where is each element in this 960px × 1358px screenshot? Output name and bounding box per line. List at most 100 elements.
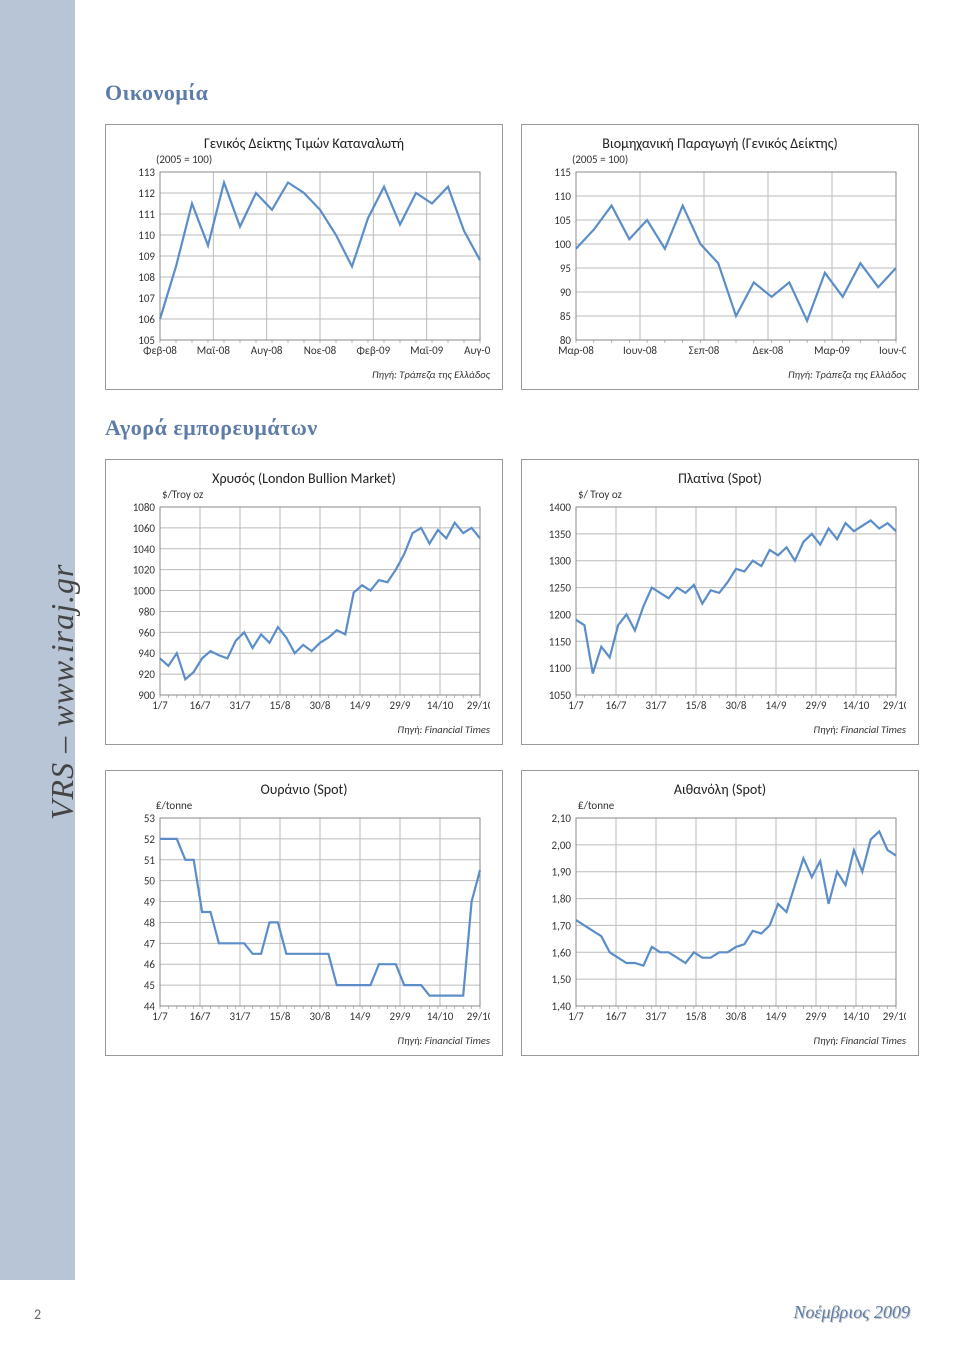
svg-text:30/8: 30/8 [310,699,331,712]
cpi-chart: Γενικός Δείκτης Τιμών Καταναλωτή (2005 =… [105,124,503,390]
svg-text:85: 85 [560,310,571,323]
platinum-unit: $/ Troy oz [578,488,622,501]
svg-text:Μαρ-08: Μαρ-08 [558,344,594,357]
svg-text:Φεβ-08: Φεβ-08 [143,344,177,357]
svg-text:31/7: 31/7 [230,1010,251,1023]
svg-text:1040: 1040 [133,543,156,556]
uranium-source: Πηγή: Financial Times [118,1034,490,1047]
svg-text:Αυγ-08: Αυγ-08 [251,344,283,357]
svg-text:1/7: 1/7 [152,699,168,712]
svg-text:Ιουν-09: Ιουν-09 [879,344,906,357]
svg-text:1300: 1300 [549,555,572,568]
gold-title: Χρυσός (London Bullion Market) [118,470,490,487]
svg-text:1/7: 1/7 [568,699,584,712]
svg-text:15/8: 15/8 [270,699,291,712]
svg-text:90: 90 [560,286,572,299]
svg-text:2,00: 2,00 [552,839,572,852]
svg-text:14/9: 14/9 [350,699,371,712]
svg-text:1,90: 1,90 [552,866,572,879]
svg-text:29/10: 29/10 [467,699,490,712]
platinum-title: Πλατίνα (Spot) [534,470,906,487]
svg-text:14/9: 14/9 [350,1010,371,1023]
section-title-economy: Οικονομία [105,80,915,106]
svg-text:109: 109 [138,250,155,263]
svg-text:112: 112 [138,187,155,200]
svg-text:1200: 1200 [549,608,572,621]
svg-text:105: 105 [554,214,571,227]
svg-text:29/9: 29/9 [806,699,827,712]
svg-text:100: 100 [554,238,571,251]
svg-text:46: 46 [144,958,156,971]
gold-source: Πηγή: Financial Times [118,723,490,736]
svg-text:108: 108 [138,271,155,284]
svg-text:1250: 1250 [549,582,572,595]
svg-text:16/7: 16/7 [606,1010,627,1023]
gold-plot: 900920940960980100010201040106010801/716… [118,489,490,719]
platinum-plot: 105011001150120012501300135014001/716/73… [534,489,906,719]
svg-text:14/10: 14/10 [843,1010,870,1023]
ethanol-unit: ₤/tonne [578,799,614,812]
svg-text:110: 110 [554,190,571,203]
cpi-title: Γενικός Δείκτης Τιμών Καταναλωτή [118,135,490,152]
section-title-commodities: Αγορά εμπορευμάτων [105,415,915,441]
svg-text:14/9: 14/9 [766,1010,787,1023]
svg-text:30/8: 30/8 [726,1010,747,1023]
svg-text:31/7: 31/7 [646,1010,667,1023]
cpi-plot: 105106107108109110111112113Φεβ-08Μαϊ-08Α… [118,154,490,364]
commodities-row-1: Χρυσός (London Bullion Market) $/Troy oz… [105,459,915,745]
svg-text:2,10: 2,10 [552,812,572,825]
svg-text:111: 111 [138,208,155,221]
svg-text:48: 48 [144,916,156,929]
svg-text:113: 113 [138,166,155,179]
svg-text:50: 50 [144,875,156,888]
svg-text:30/8: 30/8 [310,1010,331,1023]
svg-text:Σεπ-08: Σεπ-08 [689,344,720,357]
platinum-source: Πηγή: Financial Times [534,723,906,736]
svg-text:1080: 1080 [133,501,156,514]
svg-text:1350: 1350 [549,528,572,541]
svg-text:16/7: 16/7 [190,1010,211,1023]
svg-text:940: 940 [138,647,155,660]
svg-text:1100: 1100 [549,662,572,675]
svg-text:1,60: 1,60 [552,946,572,959]
svg-text:29/10: 29/10 [883,699,906,712]
industrial-chart: Βιομηχανική Παραγωγή (Γενικός Δείκτης) (… [521,124,919,390]
footer-date: Νοέμβριος 2009 [793,1302,910,1323]
svg-text:15/8: 15/8 [686,699,707,712]
svg-text:Νοε-08: Νοε-08 [304,344,337,357]
svg-text:Μαρ-09: Μαρ-09 [814,344,850,357]
uranium-unit: ₤/tonne [156,799,192,812]
svg-text:31/7: 31/7 [646,699,667,712]
industrial-source: Πηγή: Τράπεζα της Ελλάδος [534,368,906,381]
svg-text:14/10: 14/10 [843,699,870,712]
svg-text:29/9: 29/9 [390,699,411,712]
svg-text:14/10: 14/10 [427,699,454,712]
svg-text:30/8: 30/8 [726,699,747,712]
svg-text:920: 920 [138,668,155,681]
svg-text:29/10: 29/10 [883,1010,906,1023]
svg-text:Ιουν-08: Ιουν-08 [623,344,657,357]
industrial-plot: 80859095100105110115Μαρ-08Ιουν-08Σεπ-08Δ… [534,154,906,364]
platinum-chart: Πλατίνα (Spot) $/ Troy oz 10501100115012… [521,459,919,745]
cpi-subtitle: (2005 = 100) [156,153,212,166]
svg-text:960: 960 [138,626,155,639]
svg-text:49: 49 [144,896,156,909]
cpi-source: Πηγή: Τράπεζα της Ελλάδος [118,368,490,381]
svg-text:16/7: 16/7 [606,699,627,712]
svg-text:110: 110 [138,229,155,242]
commodities-row-2: Ουράνιο (Spot) ₤/tonne 44454647484950515… [105,770,915,1056]
svg-text:53: 53 [144,812,156,825]
svg-text:16/7: 16/7 [190,699,211,712]
svg-text:1/7: 1/7 [152,1010,168,1023]
gold-chart: Χρυσός (London Bullion Market) $/Troy oz… [105,459,503,745]
svg-text:51: 51 [144,854,156,867]
svg-text:Μαϊ-08: Μαϊ-08 [197,344,231,357]
svg-text:Μαϊ-09: Μαϊ-09 [410,344,444,357]
industrial-subtitle: (2005 = 100) [572,153,628,166]
uranium-title: Ουράνιο (Spot) [118,781,490,798]
main-content: Οικονομία Γενικός Δείκτης Τιμών Καταναλω… [105,80,915,1081]
svg-text:31/7: 31/7 [230,699,251,712]
svg-text:980: 980 [138,605,155,618]
ethanol-plot: 1,401,501,601,701,801,902,002,101/716/73… [534,800,906,1030]
svg-text:95: 95 [560,262,571,275]
